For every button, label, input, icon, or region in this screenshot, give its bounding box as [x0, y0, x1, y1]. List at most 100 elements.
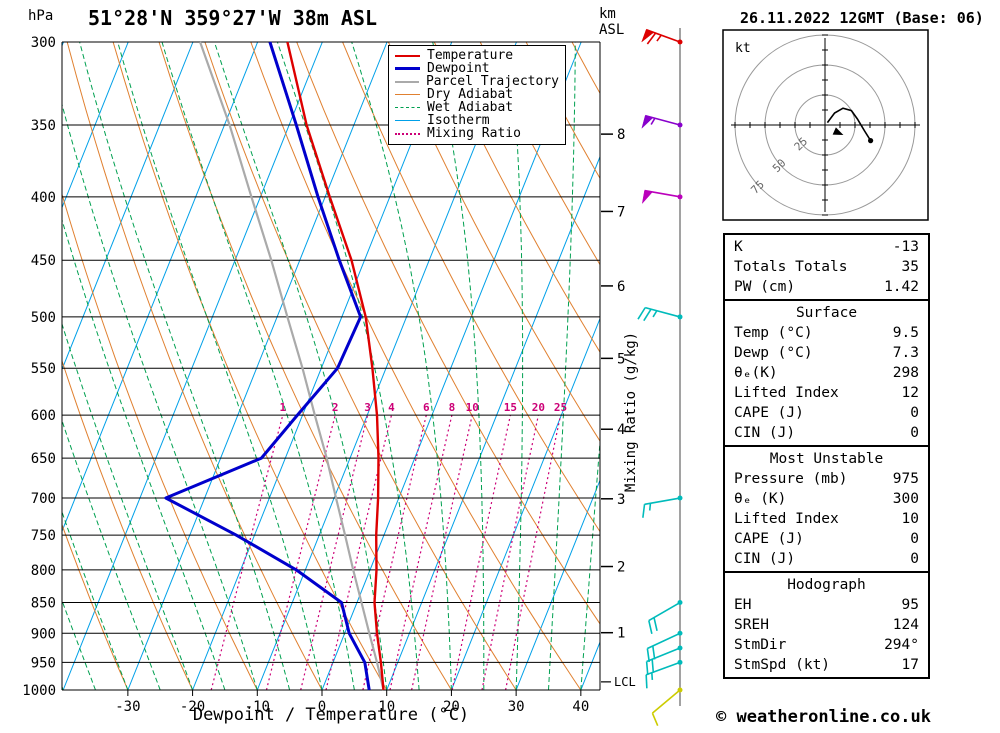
- table-row-label: CAPE (J): [734, 531, 804, 547]
- legend-item: Wet Adiabat: [395, 101, 559, 114]
- datetime-label: 26.11.2022 12GMT (Base: 06): [740, 9, 984, 27]
- svg-text:950: 950: [31, 655, 56, 671]
- table-row-value: 124: [892, 617, 919, 633]
- wind-barb-dot: [677, 687, 683, 693]
- table-row-label: SREH: [734, 617, 769, 633]
- hodograph-trace: [826, 107, 872, 142]
- svg-text:25: 25: [554, 401, 567, 414]
- parcel-trajectory-curve: [199, 41, 385, 691]
- wind-barb: [646, 630, 683, 663]
- legend-item-label: Dewpoint: [427, 61, 490, 76]
- wind-barb: [641, 189, 683, 205]
- wind-barb-dot: [677, 600, 683, 606]
- wind-barb-column: [637, 28, 683, 726]
- table-row: CAPE (J) 0: [725, 403, 928, 423]
- table-row: θₑ (K) 300: [725, 489, 928, 509]
- table-row-value: 7.3: [892, 345, 919, 361]
- altitude-unit-km: km: [599, 6, 616, 22]
- temperature-curve: [286, 41, 385, 691]
- svg-text:0: 0: [318, 699, 326, 715]
- table-row-label: θₑ (K): [734, 491, 787, 507]
- wind-barb-dot: [677, 122, 683, 128]
- wind-barb-dot: [677, 39, 683, 45]
- pressure-gridlines: [61, 41, 601, 691]
- svg-text:750: 750: [31, 528, 56, 544]
- table-row-label: Totals Totals: [734, 259, 848, 275]
- wind-barb: [645, 645, 683, 676]
- mixing-ratio-lines: [210, 414, 562, 690]
- temp-tick-labels: -30 -20 -10 0 10 20 30 40: [115, 699, 589, 715]
- table-row-value: 294°: [884, 637, 919, 653]
- wind-barb-dot: [677, 645, 683, 651]
- legend-item: Dewpoint: [395, 62, 559, 75]
- svg-text:1: 1: [279, 401, 286, 414]
- svg-text:6: 6: [423, 401, 430, 414]
- wind-barb-dot: [677, 630, 683, 636]
- svg-text:450: 450: [31, 253, 56, 269]
- legend-item: Isotherm: [395, 114, 559, 127]
- legend-line-swatch: [395, 54, 420, 57]
- svg-text:-20: -20: [180, 699, 205, 715]
- table-row: CAPE (J) 0: [725, 529, 928, 549]
- table-row-value: 35: [901, 259, 919, 275]
- hodograph-storm-arrow: [832, 127, 844, 136]
- table-section: Most Unstable Pressure (mb) 975 θₑ (K) 300 Li…: [725, 447, 928, 573]
- svg-text:3: 3: [364, 401, 371, 414]
- table-row-label: K: [734, 239, 743, 255]
- pressure-unit-label: hPa: [28, 8, 54, 24]
- table-row: CIN (J) 0: [725, 423, 928, 443]
- svg-text:1000: 1000: [22, 683, 56, 699]
- svg-text:30: 30: [508, 699, 525, 715]
- svg-text:800: 800: [31, 563, 56, 579]
- table-row-value: 0: [910, 531, 919, 547]
- svg-text:900: 900: [31, 626, 56, 642]
- svg-text:2: 2: [617, 560, 625, 576]
- table-row-label: Pressure (mb): [734, 471, 848, 487]
- table-row: Lifted Index 10: [725, 509, 928, 529]
- svg-text:500: 500: [31, 310, 56, 326]
- svg-text:20: 20: [443, 699, 460, 715]
- svg-text:4: 4: [388, 401, 395, 414]
- legend-item: Mixing Ratio: [395, 127, 559, 140]
- isotherm-lines: [62, 42, 600, 690]
- table-row: CIN (J) 0: [725, 549, 928, 569]
- svg-text:6: 6: [617, 279, 625, 295]
- legend-line-swatch: [395, 107, 420, 108]
- table-row-label: CIN (J): [734, 425, 796, 441]
- wind-barb: [642, 495, 683, 518]
- svg-text:350: 350: [31, 118, 56, 134]
- table-row: SREH 124: [725, 615, 928, 635]
- svg-text:550: 550: [31, 361, 56, 377]
- table-row-label: Dewp (°C): [734, 345, 813, 361]
- wind-barb: [645, 659, 683, 689]
- table-row: StmSpd (kt) 17: [725, 655, 928, 675]
- wind-barb-dot: [677, 659, 683, 665]
- svg-text:850: 850: [31, 596, 56, 612]
- table-row: K -13: [725, 237, 928, 257]
- wind-barb: [641, 114, 683, 129]
- table-section-header: Hodograph: [787, 577, 866, 593]
- wind-barb-dot: [677, 495, 683, 501]
- legend-line-swatch: [395, 120, 420, 121]
- svg-text:-10: -10: [245, 699, 270, 715]
- svg-text:10: 10: [466, 401, 479, 414]
- wind-barb: [637, 306, 683, 322]
- svg-text:700: 700: [31, 491, 56, 507]
- table-section-header: Most Unstable: [769, 451, 884, 467]
- table-row-value: 95: [901, 597, 919, 613]
- legend-item-label: Mixing Ratio: [427, 126, 521, 141]
- svg-text:1: 1: [617, 626, 625, 642]
- legend-item: Temperature: [395, 49, 559, 62]
- wind-barb: [651, 687, 683, 726]
- wind-barb-dot: [677, 194, 683, 200]
- svg-text:40: 40: [572, 699, 589, 715]
- legend-item-label: Isotherm: [427, 113, 490, 128]
- table-row: StmDir 294°: [725, 635, 928, 655]
- table-row-value: 0: [910, 551, 919, 567]
- lcl-label: LCL: [614, 675, 636, 689]
- table-row: Pressure (mb) 975: [725, 469, 928, 489]
- table-row-label: Lifted Index: [734, 511, 839, 527]
- svg-text:600: 600: [31, 408, 56, 424]
- legend-item: Dry Adiabat: [395, 88, 559, 101]
